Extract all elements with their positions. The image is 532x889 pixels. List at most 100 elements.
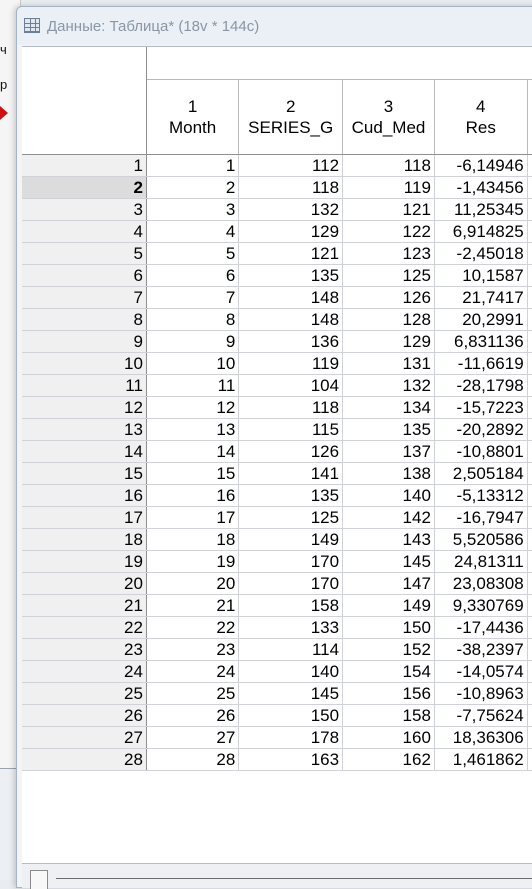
table-cell[interactable]: 3 <box>145 198 239 221</box>
table-cell[interactable]: 112 <box>238 154 343 177</box>
table-cell[interactable]: 140 <box>238 660 343 683</box>
table-cell[interactable] <box>526 396 532 419</box>
table-cell[interactable]: 20 <box>145 572 239 595</box>
table-row[interactable]: 26 26 150 158 -7,75624 <box>22 704 532 727</box>
table-cell[interactable]: 23,08308 <box>433 572 528 595</box>
table-cell[interactable]: 16 <box>145 484 239 507</box>
table-cell[interactable]: 14 <box>145 440 239 463</box>
table-row[interactable]: 2 2 118 119 -1,43456 <box>22 176 532 199</box>
table-cell[interactable] <box>526 198 532 221</box>
table-cell[interactable]: 11,25345 <box>433 198 528 221</box>
title-bar[interactable]: Данные: Таблица* (18v * 144c) <box>17 7 532 45</box>
table-cell[interactable]: 15 <box>145 462 239 485</box>
table-cell[interactable]: 119 <box>342 176 435 199</box>
table-cell[interactable] <box>526 154 532 177</box>
table-cell[interactable] <box>526 374 532 397</box>
table-cell[interactable]: 134 <box>342 396 435 419</box>
table-cell[interactable]: 132 <box>342 374 435 397</box>
table-cell[interactable]: -11,6619 <box>433 352 528 375</box>
table-cell[interactable]: 118 <box>342 154 435 177</box>
table-row[interactable]: 10 10 119 131 -11,6619 <box>22 352 532 375</box>
table-cell[interactable]: 11 <box>145 374 239 397</box>
table-row[interactable]: 27 27 178 160 18,36306 <box>22 726 532 749</box>
table-cell[interactable]: -2,45018 <box>433 242 528 265</box>
table-cell[interactable]: 6,831136 <box>433 330 528 353</box>
table-cell[interactable]: 22 <box>145 616 239 639</box>
table-cell[interactable]: 4 <box>145 220 239 243</box>
table-row[interactable]: 15 15 141 138 2,505184 <box>22 462 532 485</box>
table-cell[interactable]: 27 <box>145 726 239 749</box>
table-cell[interactable] <box>526 220 532 243</box>
table-cell[interactable]: 115 <box>238 418 343 441</box>
table-cell[interactable]: 119 <box>238 352 343 375</box>
row-number-cell[interactable]: 28 <box>22 748 147 771</box>
table-cell[interactable]: 152 <box>342 638 435 661</box>
table-cell[interactable]: 170 <box>238 572 343 595</box>
table-cell[interactable]: -15,7223 <box>433 396 528 419</box>
table-cell[interactable] <box>526 242 532 265</box>
table-cell[interactable]: 5,520586 <box>433 528 528 551</box>
row-number-cell[interactable]: 27 <box>22 726 147 749</box>
table-cell[interactable]: 158 <box>342 704 435 727</box>
row-number-cell[interactable]: 16 <box>22 484 147 507</box>
table-cell[interactable]: 150 <box>342 616 435 639</box>
table-cell[interactable]: 24 <box>145 660 239 683</box>
column-header-month[interactable]: 1 Month <box>145 79 239 155</box>
table-cell[interactable]: 147 <box>342 572 435 595</box>
table-cell[interactable]: 126 <box>342 286 435 309</box>
table-row[interactable]: 19 19 170 145 24,81311 <box>22 550 532 573</box>
table-row[interactable]: 12 12 118 134 -15,7223 <box>22 396 532 419</box>
row-number-cell[interactable]: 22 <box>22 616 147 639</box>
row-number-cell[interactable]: 19 <box>22 550 147 573</box>
table-cell[interactable]: 129 <box>342 330 435 353</box>
table-cell[interactable]: 5 <box>145 242 239 265</box>
row-number-cell[interactable]: 10 <box>22 352 147 375</box>
table-cell[interactable]: 154 <box>342 660 435 683</box>
table-cell[interactable]: 162 <box>342 748 435 771</box>
table-cell[interactable]: 17 <box>145 506 239 529</box>
table-cell[interactable]: 125 <box>342 264 435 287</box>
table-cell[interactable]: 6,914825 <box>433 220 528 243</box>
table-cell[interactable] <box>526 264 532 287</box>
table-cell[interactable]: 24,81311 <box>433 550 528 573</box>
table-cell[interactable]: 132 <box>238 198 343 221</box>
table-cell[interactable]: 149 <box>238 528 343 551</box>
table-cell[interactable]: -10,8963 <box>433 682 528 705</box>
table-row[interactable]: 23 23 114 152 -38,2397 <box>22 638 532 661</box>
table-row[interactable]: 21 21 158 149 9,330769 <box>22 594 532 617</box>
table-cell[interactable]: 141 <box>238 462 343 485</box>
row-number-cell[interactable]: 14 <box>22 440 147 463</box>
table-cell[interactable] <box>526 550 532 573</box>
table-cell[interactable]: 150 <box>238 704 343 727</box>
row-number-cell[interactable]: 25 <box>22 682 147 705</box>
table-row[interactable]: 13 13 115 135 -20,2892 <box>22 418 532 441</box>
row-number-cell[interactable]: 11 <box>22 374 147 397</box>
table-cell[interactable]: 135 <box>238 264 343 287</box>
table-cell[interactable]: 9 <box>145 330 239 353</box>
table-cell[interactable]: 133 <box>238 616 343 639</box>
row-number-cell[interactable]: 8 <box>22 308 147 331</box>
table-cell[interactable]: 126 <box>238 440 343 463</box>
row-number-cell[interactable]: 5 <box>22 242 147 265</box>
row-number-cell[interactable]: 9 <box>22 330 147 353</box>
table-row[interactable]: 25 25 145 156 -10,8963 <box>22 682 532 705</box>
table-row[interactable]: 6 6 135 125 10,1587 <box>22 264 532 287</box>
table-row[interactable]: 24 24 140 154 -14,0574 <box>22 660 532 683</box>
scroll-thumb[interactable] <box>56 878 532 879</box>
table-cell[interactable] <box>526 418 532 441</box>
table-cell[interactable]: 149 <box>342 594 435 617</box>
spreadsheet-grid[interactable]: 1 Month 2 SERIES_G 3 Cud_Med 4 Res 1 1 112 118-… <box>22 46 532 863</box>
table-cell[interactable]: 28 <box>145 748 239 771</box>
table-cell[interactable]: 2,505184 <box>433 462 528 485</box>
table-cell[interactable]: 10,1587 <box>433 264 528 287</box>
table-cell[interactable]: 104 <box>238 374 343 397</box>
table-row[interactable]: 16 16 135 140 -5,13312 <box>22 484 532 507</box>
table-cell[interactable]: -6,14946 <box>433 154 528 177</box>
table-cell[interactable]: 7 <box>145 286 239 309</box>
table-cell[interactable]: 25 <box>145 682 239 705</box>
table-cell[interactable]: -17,4436 <box>433 616 528 639</box>
table-row[interactable]: 28 28 163 162 1,461862 <box>22 748 532 771</box>
table-cell[interactable]: 121 <box>238 242 343 265</box>
row-number-cell[interactable]: 21 <box>22 594 147 617</box>
table-cell[interactable] <box>526 286 532 309</box>
